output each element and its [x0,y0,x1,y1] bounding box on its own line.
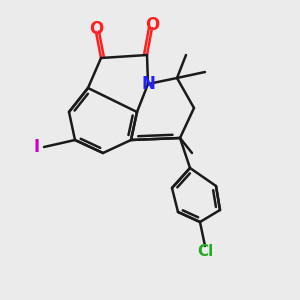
Text: O: O [89,20,103,38]
Text: I: I [34,138,40,156]
Text: Cl: Cl [197,244,213,260]
Text: N: N [141,75,155,93]
Text: O: O [145,16,159,34]
